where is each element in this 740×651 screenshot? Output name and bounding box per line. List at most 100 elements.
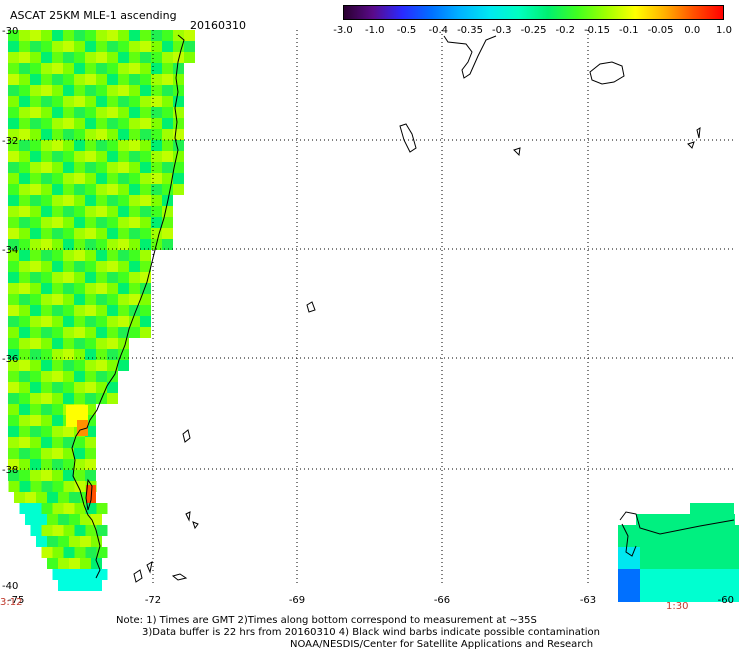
swath-cell xyxy=(151,173,162,184)
swath-cell xyxy=(74,503,86,514)
swath-cell xyxy=(8,228,19,239)
swath-cell-east xyxy=(724,514,735,525)
swath-cell xyxy=(85,30,96,41)
colorbar-label: -0.4 xyxy=(428,25,449,36)
swath-cell xyxy=(8,140,19,151)
swath-cell xyxy=(74,360,85,371)
swath-cell xyxy=(19,503,31,514)
swath-cell xyxy=(107,173,118,184)
swath-cell xyxy=(41,393,52,404)
swath-cell xyxy=(63,382,74,393)
swath-cell xyxy=(74,338,85,349)
swath-cell xyxy=(74,118,85,129)
swath-cell xyxy=(118,129,129,140)
swath-cell xyxy=(85,261,96,272)
swath-cell xyxy=(85,349,96,360)
swath-cell-east xyxy=(728,536,739,547)
swath-cell-east xyxy=(673,580,684,591)
swath-cell xyxy=(80,580,91,591)
swath-cell xyxy=(8,371,19,382)
swath-cell xyxy=(63,503,75,514)
swath-cell xyxy=(41,261,52,272)
swath-cell-east xyxy=(651,558,662,569)
swath-cell-east xyxy=(647,514,658,525)
swath-cell-east xyxy=(629,536,640,547)
swath-cell xyxy=(41,547,53,558)
swath-cell xyxy=(107,217,118,228)
swath-cell-east xyxy=(673,536,684,547)
swath-cell xyxy=(85,426,96,437)
swath-cell xyxy=(74,140,85,151)
swath-cell xyxy=(63,63,74,74)
swath-cell xyxy=(58,536,69,547)
swath-cell xyxy=(129,327,140,338)
swath-cell xyxy=(107,96,118,107)
swath-cell xyxy=(107,195,118,206)
swath-cell xyxy=(173,41,184,52)
swath-cell xyxy=(162,30,173,41)
swath-cell xyxy=(19,52,30,63)
swath-cell-east xyxy=(651,547,662,558)
swath-cell xyxy=(85,173,96,184)
swath-cell xyxy=(162,206,173,217)
swath-cell xyxy=(19,228,30,239)
swath-cell xyxy=(151,217,162,228)
swath-cell xyxy=(162,239,173,250)
coastline xyxy=(71,34,735,583)
swath-cell xyxy=(151,96,162,107)
swath-cell xyxy=(140,272,151,283)
swath-cell xyxy=(85,217,96,228)
swath-cell xyxy=(140,217,151,228)
swath-cell xyxy=(140,118,151,129)
swath-cell xyxy=(30,503,42,514)
colorbar-label: -0.5 xyxy=(396,25,417,36)
swath-cell xyxy=(85,371,96,382)
swath-cell-east xyxy=(684,580,695,591)
swath-cell xyxy=(52,316,63,327)
swath-cell xyxy=(107,316,118,327)
swath-cell xyxy=(118,327,129,338)
swath-cell xyxy=(140,140,151,151)
note-line-1: Note: 1) Times are GMT 2)Times along bot… xyxy=(116,615,537,626)
lat-tick-label: -34 xyxy=(2,245,18,256)
swath-cell-east xyxy=(702,514,713,525)
swath-cell xyxy=(52,85,63,96)
swath-cell xyxy=(19,107,30,118)
swath-cell-east xyxy=(706,525,717,536)
swath-cell xyxy=(162,85,173,96)
swath-cell xyxy=(19,129,30,140)
swath-cell-east xyxy=(651,536,662,547)
swath-cell xyxy=(129,250,140,261)
swath-cell xyxy=(74,173,85,184)
swath-cell xyxy=(129,173,140,184)
swath-cell xyxy=(77,420,88,436)
swath-cell xyxy=(52,250,63,261)
swath-cell xyxy=(107,272,118,283)
swath-cell xyxy=(19,437,30,448)
swath-cell xyxy=(74,569,86,580)
swath-cell xyxy=(118,96,129,107)
swath-cell xyxy=(107,30,118,41)
swath-cell xyxy=(41,195,52,206)
swath-cell xyxy=(52,151,63,162)
swath-cell xyxy=(140,63,151,74)
swath-cell xyxy=(107,360,118,371)
swath-cell xyxy=(41,448,52,459)
swath-cell xyxy=(96,85,107,96)
swath-cell xyxy=(8,261,19,272)
colorbar-label: -0.15 xyxy=(584,25,610,36)
swath-cell xyxy=(41,349,52,360)
swath-cell xyxy=(8,316,19,327)
swath-cell xyxy=(85,129,96,140)
swath-cell xyxy=(74,63,85,74)
swath-cell xyxy=(118,272,129,283)
swath-cell xyxy=(118,217,129,228)
swath-cell-east xyxy=(640,547,651,558)
swath-cell xyxy=(151,206,162,217)
swath-cell xyxy=(107,349,118,360)
swath-cell xyxy=(19,316,30,327)
lat-tick-label: -36 xyxy=(2,354,18,365)
swath-cell-east xyxy=(629,558,640,569)
swath-cell xyxy=(96,239,107,250)
swath-cell xyxy=(96,547,108,558)
